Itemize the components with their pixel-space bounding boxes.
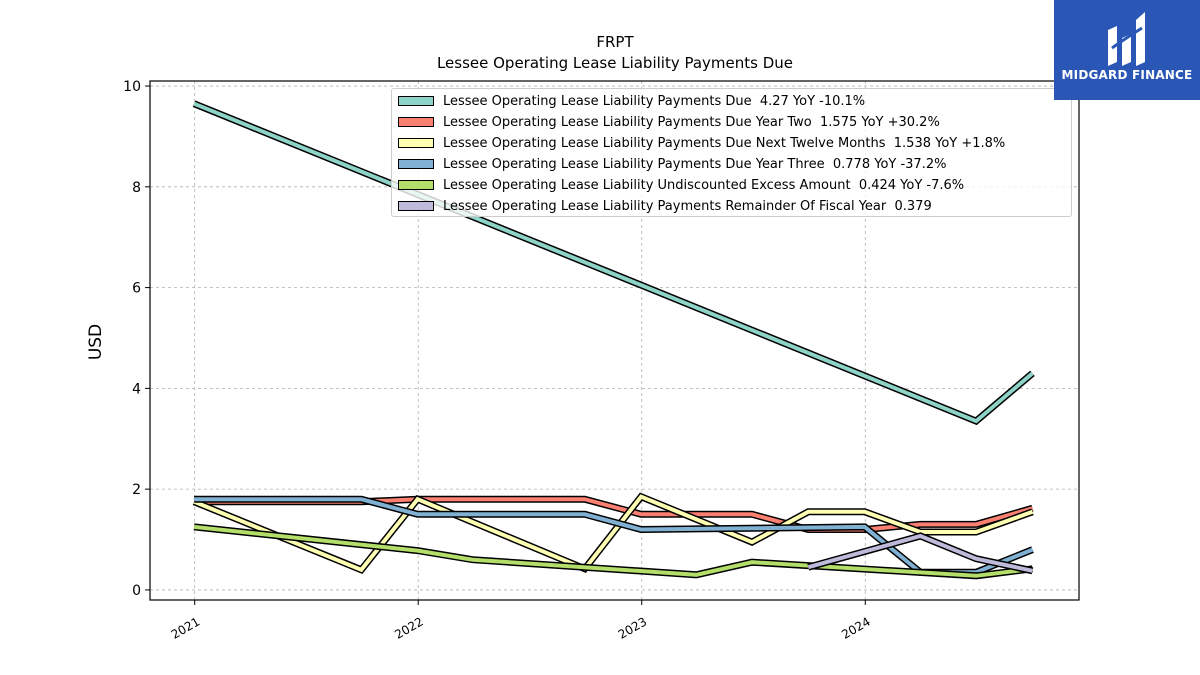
series-stroke [193, 494, 1034, 573]
y-tick-label: 4 [132, 381, 141, 397]
series-stroke [807, 533, 1033, 573]
legend-swatch [398, 180, 434, 190]
x-tick-label: 2023 [616, 614, 649, 641]
legend-swatch [398, 96, 434, 106]
legend-item: Lessee Operating Lease Liability Undisco… [392, 175, 964, 195]
legend-label: Lessee Operating Lease Liability Payment… [443, 198, 932, 214]
legend-label: Lessee Operating Lease Liability Payment… [443, 93, 866, 109]
legend-item: Lessee Operating Lease Liability Payment… [392, 133, 1005, 153]
legend-item: Lessee Operating Lease Liability Payment… [392, 91, 865, 111]
legend-item: Lessee Operating Lease Liability Payment… [392, 112, 940, 132]
y-tick-label: 6 [132, 281, 141, 297]
legend: Lessee Operating Lease Liability Payment… [391, 88, 1072, 217]
series-line-6 [807, 532, 1034, 575]
plot-frame [149, 80, 1080, 601]
series-line-5 [193, 523, 1033, 580]
chart-title: FRPT [596, 33, 634, 51]
y-axis-label: USD [86, 324, 106, 360]
legend-item: Lessee Operating Lease Liability Payment… [392, 154, 946, 174]
series-stroke [193, 524, 1033, 578]
brand-logo: MIDGARD FINANCE [1054, 0, 1200, 100]
y-tick-label: 10 [123, 79, 141, 95]
legend-label: Lessee Operating Lease Liability Payment… [443, 135, 1006, 151]
logo-mark-icon [1108, 12, 1145, 66]
y-tick-label: 0 [132, 583, 141, 599]
legend-swatch [398, 201, 434, 211]
series-stroke [194, 497, 1034, 532]
series-line-2 [194, 495, 1034, 533]
legend-label: Lessee Operating Lease Liability Undisco… [443, 177, 965, 193]
logo-text: MIDGARD FINANCE [1061, 68, 1193, 82]
y-tick-label: 8 [132, 180, 141, 196]
legend-swatch [398, 117, 434, 127]
x-tick-label: 2024 [839, 614, 872, 641]
legend-label: Lessee Operating Lease Liability Payment… [443, 156, 947, 172]
legend-swatch [398, 159, 434, 169]
legend-swatch [398, 138, 434, 148]
y-tick-label: 2 [132, 482, 141, 498]
legend-item: Lessee Operating Lease Liability Payment… [392, 196, 932, 216]
legend-label: Lessee Operating Lease Liability Payment… [443, 114, 940, 130]
series-line-3 [192, 492, 1034, 575]
x-tick-label: 2022 [392, 614, 425, 641]
x-tick-label: 2021 [169, 614, 202, 641]
chart-subtitle: Lessee Operating Lease Liability Payment… [437, 54, 793, 72]
